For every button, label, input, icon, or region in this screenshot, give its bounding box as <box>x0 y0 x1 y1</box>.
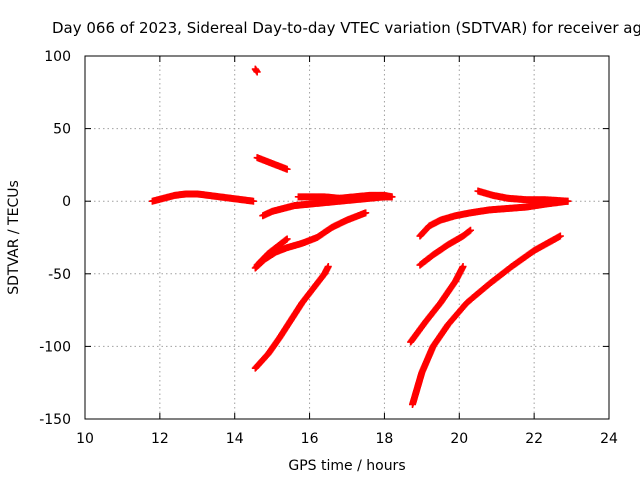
series-arc-10 <box>474 187 572 205</box>
x-tick-label: 10 <box>76 431 94 447</box>
series-arc-13 <box>409 232 564 408</box>
y-tick-label: -150 <box>39 412 71 428</box>
y-tick-label: -100 <box>39 339 71 355</box>
data-point <box>459 263 467 271</box>
y-axis-title: SDTVAR / TECUs <box>6 180 22 295</box>
ticks-layer: 10 12 14 16 18 20 22 24 -150 -100 -50 0 50 100 <box>39 49 618 447</box>
series-arc-7 <box>253 235 291 269</box>
series-arc-6 <box>251 209 370 272</box>
series-arc-11 <box>416 226 475 269</box>
data-layer <box>148 65 572 408</box>
series-arc-5 <box>294 191 396 202</box>
y-tick-label: 0 <box>62 194 71 210</box>
data-point <box>388 193 396 201</box>
data-point <box>253 68 261 76</box>
grid-layer <box>85 56 609 419</box>
y-tick-label: 50 <box>53 122 71 138</box>
data-point <box>249 197 257 205</box>
y-tick-label: 100 <box>44 49 71 65</box>
data-point <box>467 226 475 234</box>
data-point <box>564 197 572 205</box>
data-point <box>362 209 370 217</box>
series-arc-3 <box>253 154 291 173</box>
series-arc-12 <box>407 263 467 346</box>
series-arc-9 <box>416 197 572 240</box>
data-point <box>283 235 291 243</box>
x-tick-label: 20 <box>450 431 468 447</box>
plot-frame <box>84 55 610 420</box>
series-arc-8 <box>251 263 332 372</box>
y-tick-label: -50 <box>48 267 71 283</box>
x-tick-label: 22 <box>525 431 543 447</box>
data-point <box>283 165 291 173</box>
data-point <box>324 263 332 271</box>
x-tick-label: 14 <box>226 431 244 447</box>
x-tick-label: 18 <box>376 431 394 447</box>
series-arc-2 <box>251 65 261 76</box>
data-point <box>556 232 564 240</box>
x-tick-label: 12 <box>151 431 169 447</box>
series-arc-1 <box>148 190 257 205</box>
chart-title: Day 066 of 2023, Sidereal Day-to-day VTE… <box>52 19 640 37</box>
x-axis-title: GPS time / hours <box>288 458 405 474</box>
x-tick-label: 16 <box>301 431 319 447</box>
x-tick-label: 24 <box>600 431 618 447</box>
